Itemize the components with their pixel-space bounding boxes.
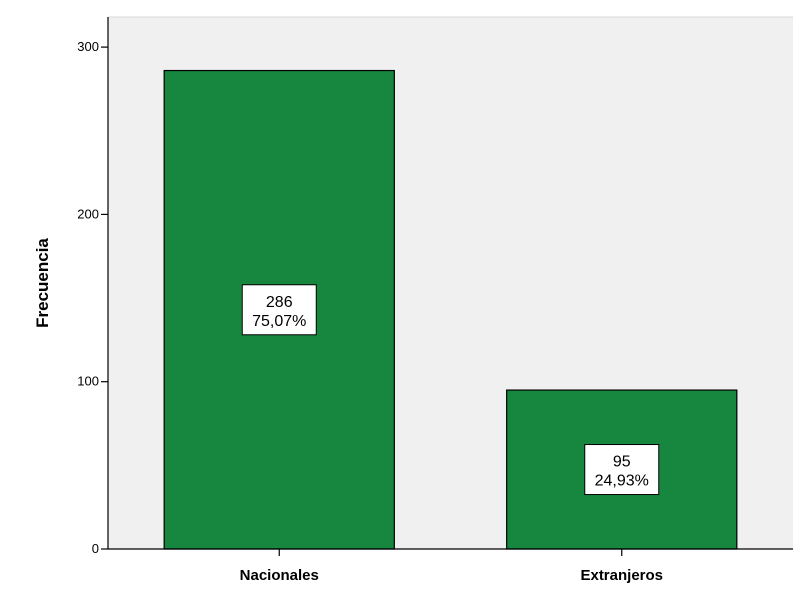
y-tick-label: 300 bbox=[77, 39, 99, 54]
data-label-percent: 75,07% bbox=[252, 313, 306, 330]
y-tick-label: 100 bbox=[77, 374, 99, 389]
data-label-count: 95 bbox=[613, 454, 631, 471]
y-tick-label: 200 bbox=[77, 206, 99, 221]
data-label-count: 286 bbox=[266, 294, 293, 311]
data-label-box bbox=[584, 444, 660, 496]
x-category-label: Nacionales bbox=[240, 567, 319, 584]
data-label-percent: 24,93% bbox=[595, 473, 649, 490]
data-label-box bbox=[241, 284, 317, 336]
data-labels: 286 75,07% 95 24,93% bbox=[241, 284, 660, 496]
x-axis-categories: Nacionales Extranjeros bbox=[240, 549, 663, 584]
y-axis-label: Frecuencia bbox=[33, 238, 52, 328]
x-category-label: Extranjeros bbox=[580, 567, 663, 584]
y-tick-label: 0 bbox=[92, 541, 99, 556]
y-axis-ticks: 0 100 200 300 bbox=[77, 39, 108, 556]
